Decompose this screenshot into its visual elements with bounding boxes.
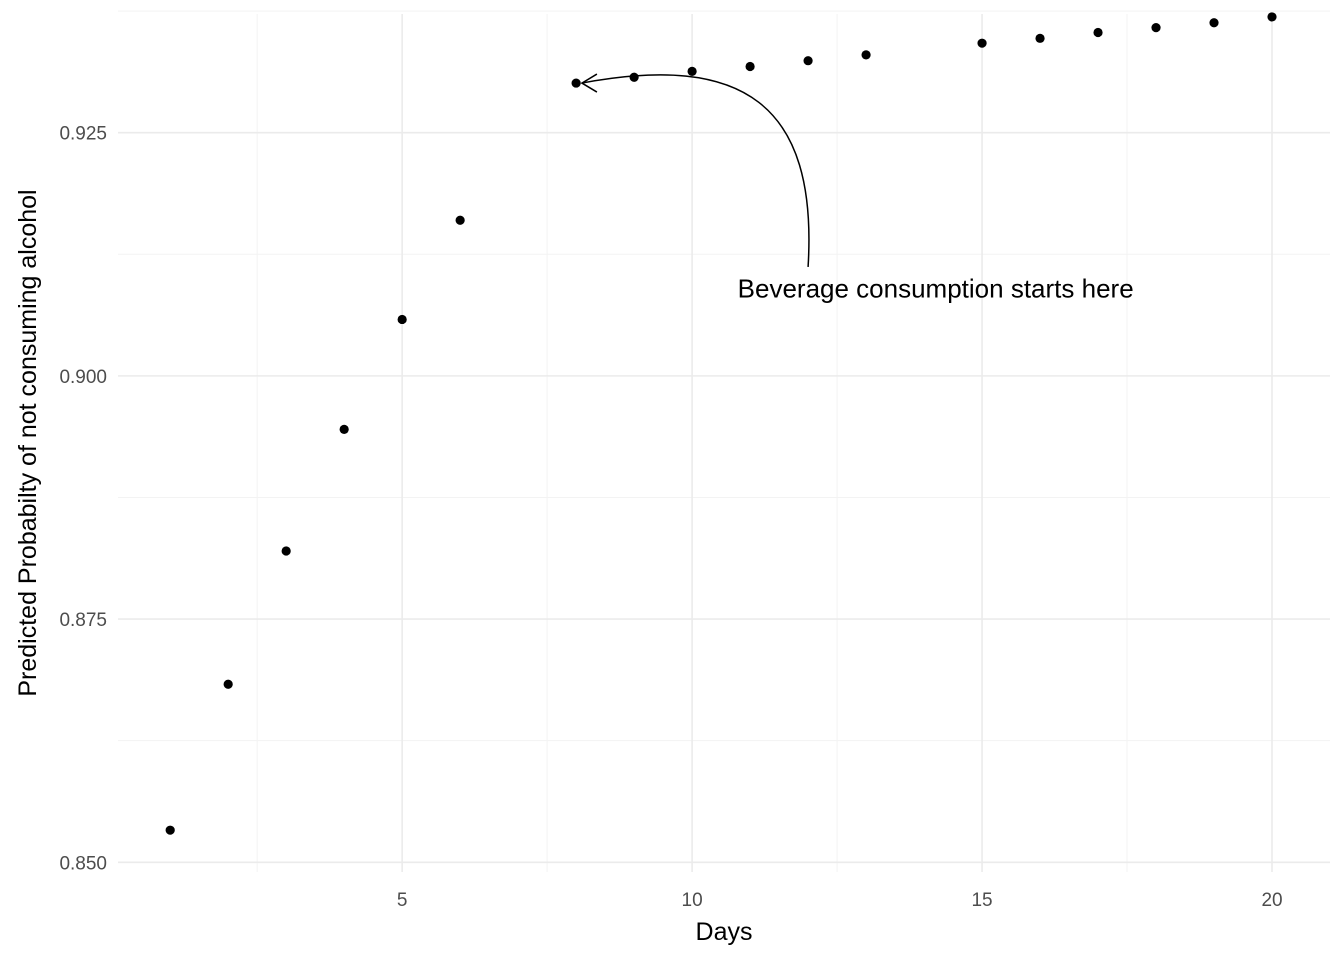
- data-point: [1151, 23, 1161, 33]
- y-tick-label: 0.875: [59, 610, 107, 631]
- data-point: [223, 679, 233, 689]
- data-point: [397, 314, 407, 325]
- annotation-arrow: [581, 74, 810, 267]
- annotation-arrowhead: [580, 73, 598, 93]
- x-tick-label: 15: [971, 890, 992, 911]
- data-point: [1209, 18, 1219, 28]
- data-point: [1093, 27, 1103, 38]
- y-axis-title: Predicted Probabilty of not consuming al…: [14, 189, 42, 696]
- data-point: [861, 50, 871, 60]
- data-point: [629, 72, 639, 82]
- y-tick-label: 0.850: [59, 853, 107, 874]
- data-point: [803, 56, 813, 66]
- data-point: [687, 66, 697, 76]
- x-axis-ticks: 5 10 15 20: [397, 890, 1283, 911]
- data-point: [1035, 33, 1045, 43]
- grid: [118, 10, 1330, 872]
- data-point: [281, 546, 291, 556]
- data-point: [977, 38, 987, 48]
- data-point: [1267, 12, 1277, 22]
- annotation: Beverage consumption starts here: [580, 73, 1134, 303]
- x-tick-label: 10: [682, 890, 703, 911]
- data-point: [571, 78, 581, 88]
- data-point: [455, 215, 465, 225]
- y-axis-ticks: 0.850 0.875 0.900 0.925: [59, 124, 107, 875]
- x-tick-label: 5: [397, 890, 408, 911]
- data-point: [339, 424, 349, 434]
- x-tick-label: 20: [1261, 890, 1282, 911]
- y-tick-label: 0.925: [59, 124, 107, 145]
- data-point: [745, 61, 755, 72]
- y-tick-label: 0.900: [59, 367, 107, 388]
- annotation-text: Beverage consumption starts here: [738, 273, 1134, 303]
- data-point: [165, 825, 175, 835]
- x-axis-title: Days: [696, 918, 753, 946]
- data-points: [165, 12, 1277, 835]
